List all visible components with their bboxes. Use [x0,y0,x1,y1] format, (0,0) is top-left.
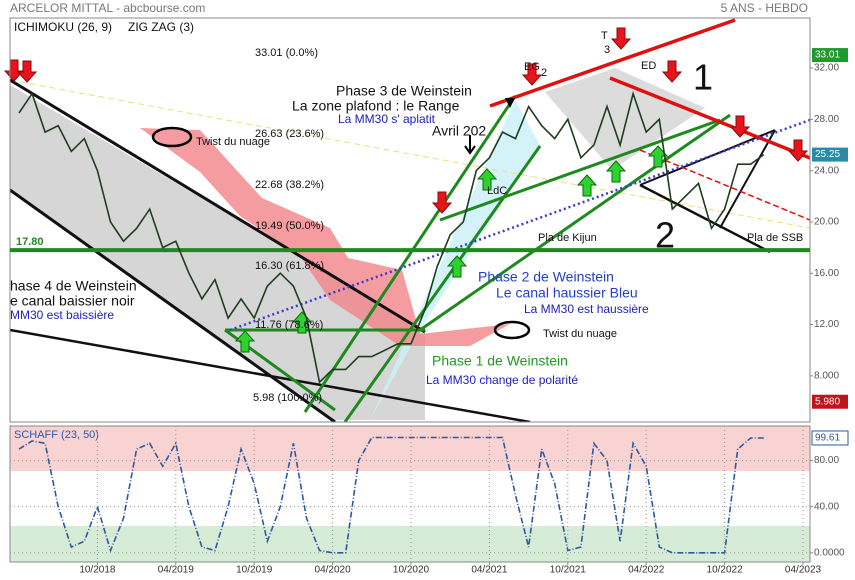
trend-line [719,129,776,229]
annotation: Twist du nuage [543,328,617,340]
annotation: MM30 est baissière [10,308,114,322]
y-tick-label: 28.00 [814,114,839,125]
schaff-line [18,436,764,554]
annotation: Phase 3 de Weinstein [336,83,472,99]
trend-line [10,188,336,422]
price-badge-label: 5.980 [815,396,840,407]
price-line [18,90,765,384]
annotation: 2 [541,67,547,79]
annotation: Phase 1 de Weinstein [432,353,568,369]
annotation: Phase 2 de Weinstein [478,269,614,285]
ichimoku-cloud [140,128,510,346]
y-tick-label: 8.000 [814,370,839,381]
y-tick-label: 12.00 [814,319,839,330]
x-tick-label: 10/2021 [550,565,587,576]
annotation: 3 [604,44,610,56]
annotation: EG [524,61,540,73]
annotation: 26.63 (23.6%) [255,128,324,140]
y-tick-label: 24.00 [814,165,839,176]
annotation: Pla de SSB [747,232,803,244]
price-badge-label: 33.01 [815,50,840,61]
trend-line [10,328,531,422]
price-badge [812,147,848,162]
twist-circle [151,126,193,148]
x-tick-label: 10/2019 [236,565,273,576]
channel-line [303,95,517,413]
trend-line [10,79,810,229]
annotation: 2 [655,215,675,256]
annotation: La MM30 change de polarité [426,373,578,387]
annotation: Le canal haussier Bleu [496,285,638,301]
x-tick-label: 04/2019 [158,565,195,576]
chart-subtitle: 5 ANS - HEBDO [721,1,808,15]
oscillator-frame [9,425,811,563]
resistance-line [609,76,810,160]
annotation: e canal baissier noir [10,293,135,309]
y-tick-label: 20.00 [814,217,839,228]
oscillator-title: SCHAFF (23, 50) [14,429,99,441]
price-badge-label: 25.25 [815,149,840,160]
resistance-line [639,149,810,221]
annotation: La MM30 est haussière [524,302,649,316]
channel-line [419,113,731,332]
x-tick-label: 04/2020 [315,565,352,576]
annotation: Avril 202 [432,123,486,139]
x-tick-label: 04/2022 [628,565,665,576]
annotation: La MM30 s' aplatit [338,112,436,126]
twist-circle [493,320,531,340]
annotation: Pla de Kijun [538,232,597,244]
trend-line [639,129,776,186]
y-tick-label: 16.00 [814,268,839,279]
annotation: Twist du nuage [196,136,270,148]
y-tick-label: 40.00 [814,501,839,512]
x-tick-label: 10/2022 [707,565,744,576]
trend-line [10,78,426,334]
value-badge-label: 99.61 [815,433,840,444]
annotation: La zone plafond : le Range [292,98,460,114]
resistance-line [489,18,736,108]
x-tick-label: 04/2023 [785,565,822,576]
y-tick-label: 0.0000 [814,547,845,558]
x-tick-label: 10/2018 [79,565,116,576]
level-label: 17.80 [16,236,44,248]
annotation: 11.76 (78.6%) [255,319,323,331]
annotation: 19.49 (50.0%) [255,220,324,232]
marker-arrow [505,98,515,108]
x-tick-label: 04/2021 [471,565,508,576]
annotation: 22.68 (38.2%) [255,179,324,191]
channel-line [439,118,721,222]
annotation: 5.98 (100.0%) [253,392,322,404]
value-badge [811,430,849,446]
price-badge [812,394,848,409]
annotation: 33.01 (0.0%) [255,47,318,59]
annotation: 1 [693,57,713,98]
range-fill [545,68,705,170]
marker-arrow [464,135,476,155]
oversold-zone [10,526,810,562]
indicator-label: ICHIMOKU (26, 9) [14,20,112,34]
trend-line [639,183,771,254]
chart-title: ARCELOR MITTAL - abcbourse.com [10,1,205,15]
annotation: T [601,30,608,42]
price-badge [812,48,848,63]
annotation: hase 4 de Weinstein [10,278,137,294]
x-tick-label: 10/2020 [393,565,430,576]
annotation: LdC [487,185,507,197]
indicator-label: ZIG ZAG (3) [128,20,194,34]
y-tick-label: 32.00 [814,63,839,74]
price-frame [9,17,811,423]
annotation: 16.30 (61.8%) [255,260,324,272]
y-tick-label: 80.00 [814,455,839,466]
channel-fill [10,85,425,420]
overbought-zone [10,426,810,471]
channel-line [343,145,542,422]
annotation: ED [641,60,656,72]
